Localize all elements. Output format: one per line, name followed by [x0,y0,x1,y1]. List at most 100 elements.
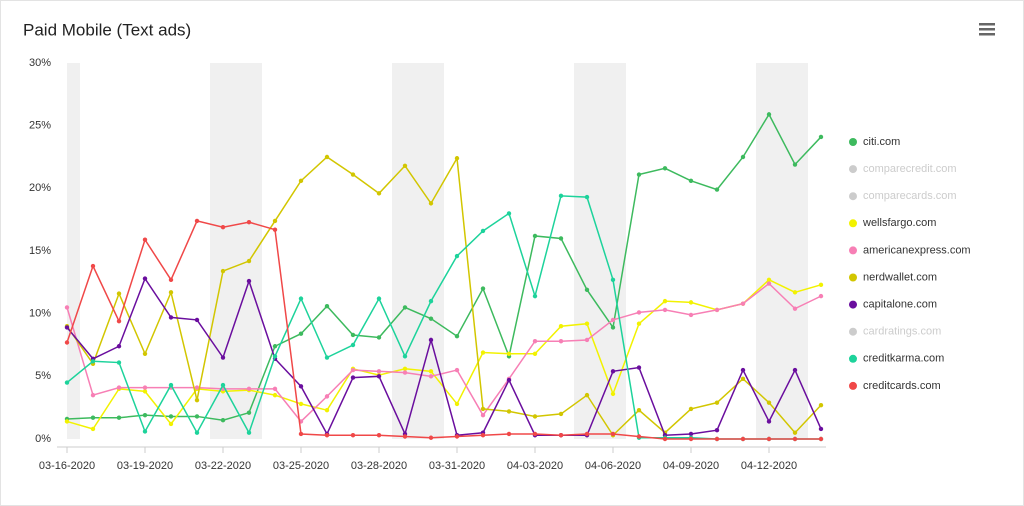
menu-bar[interactable] [979,28,995,31]
point [792,367,798,373]
point [142,276,148,281]
point [610,431,616,437]
point [220,224,226,230]
point [480,228,486,234]
y-tick-label: 0% [35,433,51,445]
weekend-band [756,63,808,439]
point [428,298,434,304]
legend-marker [849,192,857,201]
point [662,307,668,313]
weekend-band [574,63,626,439]
point [272,218,278,224]
point [376,191,382,196]
point [688,406,694,412]
point [818,402,824,408]
point [636,310,642,315]
menu-bar[interactable] [979,33,995,36]
point [376,374,382,379]
point [766,400,772,405]
point [558,193,564,199]
legend-marker [849,381,857,390]
point [636,365,642,370]
point [480,286,486,291]
point [142,237,148,242]
x-tick-label: 03-22-2020 [195,460,251,472]
series-line [66,112,822,421]
point [350,375,356,380]
series-line [66,155,822,437]
legend-label: capitalone.com [863,299,937,311]
point [766,419,772,424]
point [116,385,122,390]
point [688,436,694,442]
point [610,325,616,330]
point [324,355,330,360]
point [532,351,538,356]
point [142,389,148,394]
point [116,360,122,365]
chart-title: Paid Mobile (Text ads) [23,20,191,39]
point [220,382,226,388]
point [428,201,434,206]
series-line [66,276,822,437]
point [298,296,304,301]
point [792,436,798,442]
point [90,263,96,269]
point [246,278,252,284]
point [168,414,174,419]
point [142,351,148,356]
point [116,415,122,420]
x-tick-label: 04-09-2020 [663,460,719,472]
point [558,324,564,329]
point [298,384,304,389]
point [610,277,616,283]
point [740,436,746,442]
point [454,367,460,373]
x-tick-label: 03-31-2020 [429,460,485,472]
point [64,380,70,385]
point [792,430,798,435]
y-tick-label: 5% [35,370,51,382]
point [402,163,408,168]
point [350,342,356,348]
point [350,332,356,338]
point [194,414,200,419]
point [246,258,252,264]
legend-marker [849,246,857,255]
x-tick-label: 04-03-2020 [507,460,563,472]
y-tick-label: 10% [29,308,51,320]
point [220,355,226,360]
legend-marker [849,354,857,363]
point [688,300,694,305]
point [818,426,824,432]
point [532,339,538,344]
legend-marker [849,138,857,146]
point [220,268,226,274]
point [662,436,668,442]
point [350,172,356,177]
point [194,218,200,224]
point [792,306,798,311]
point [740,367,746,373]
menu-icon[interactable] [979,23,995,36]
point [740,154,746,160]
point [298,401,304,407]
series-line [66,282,822,423]
point [454,334,460,339]
y-tick-label: 20% [29,182,51,194]
y-tick-label: 15% [29,245,51,257]
point [532,414,538,419]
point [714,187,720,192]
x-tick-label: 03-25-2020 [273,460,329,472]
point [324,433,330,438]
legend-label: comparecredit.com [863,163,957,175]
menu-bar[interactable] [979,23,995,26]
point [64,340,70,345]
point [64,419,70,424]
point [272,227,278,232]
point [558,339,564,344]
point [246,219,252,225]
legend-label: creditkarma.com [863,353,944,365]
point [714,400,720,405]
